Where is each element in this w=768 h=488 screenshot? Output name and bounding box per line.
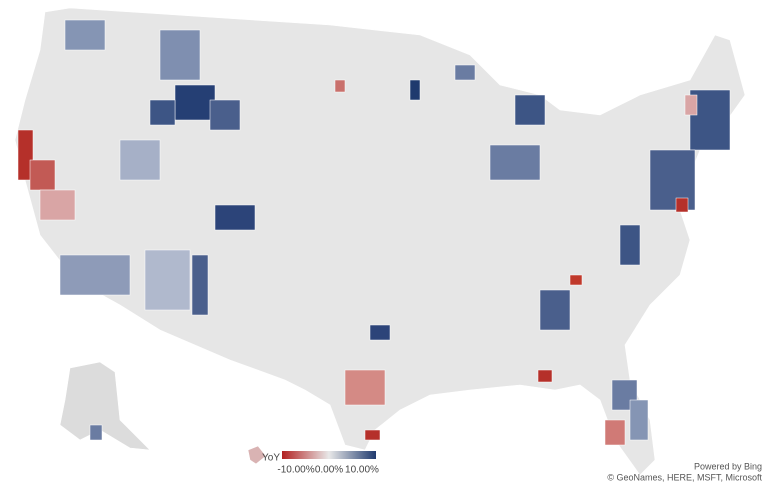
legend-gradient [282,451,376,459]
region [144,249,191,311]
legend-tick-label: -10.00% [277,465,314,476]
region [59,254,131,296]
legend-tick-label: 0.00% [315,465,343,476]
legend-tick-label: 10.00% [345,465,379,476]
region [364,429,381,441]
region [369,324,391,341]
region [89,424,103,441]
region [629,399,649,441]
alaska [59,361,151,451]
land [14,7,746,476]
region [684,94,698,116]
region [334,79,346,93]
attribution: Powered by Bing [694,461,762,471]
region [604,419,626,446]
region [454,64,476,81]
region [29,159,56,191]
region [191,254,209,316]
region [174,84,216,121]
legend: YoY -10.00% 0.00% 10.00% [262,451,379,476]
region [119,139,161,181]
region [539,289,571,331]
region [149,99,176,126]
region [214,204,256,231]
hawaii [247,445,267,465]
region [675,197,689,213]
region [619,224,641,266]
region [537,369,553,383]
region [159,29,201,81]
region [489,144,541,181]
county-patches [17,19,731,446]
attribution: © GeoNames, HERE, MSFT, Microsoft [607,472,762,482]
us-mainland [14,7,746,476]
region [209,99,241,131]
region [409,79,421,101]
region [344,369,386,406]
region [64,19,106,51]
region [569,274,583,286]
region [514,94,546,126]
region [39,189,76,221]
legend-title: YoY [262,453,280,464]
region [17,129,34,181]
